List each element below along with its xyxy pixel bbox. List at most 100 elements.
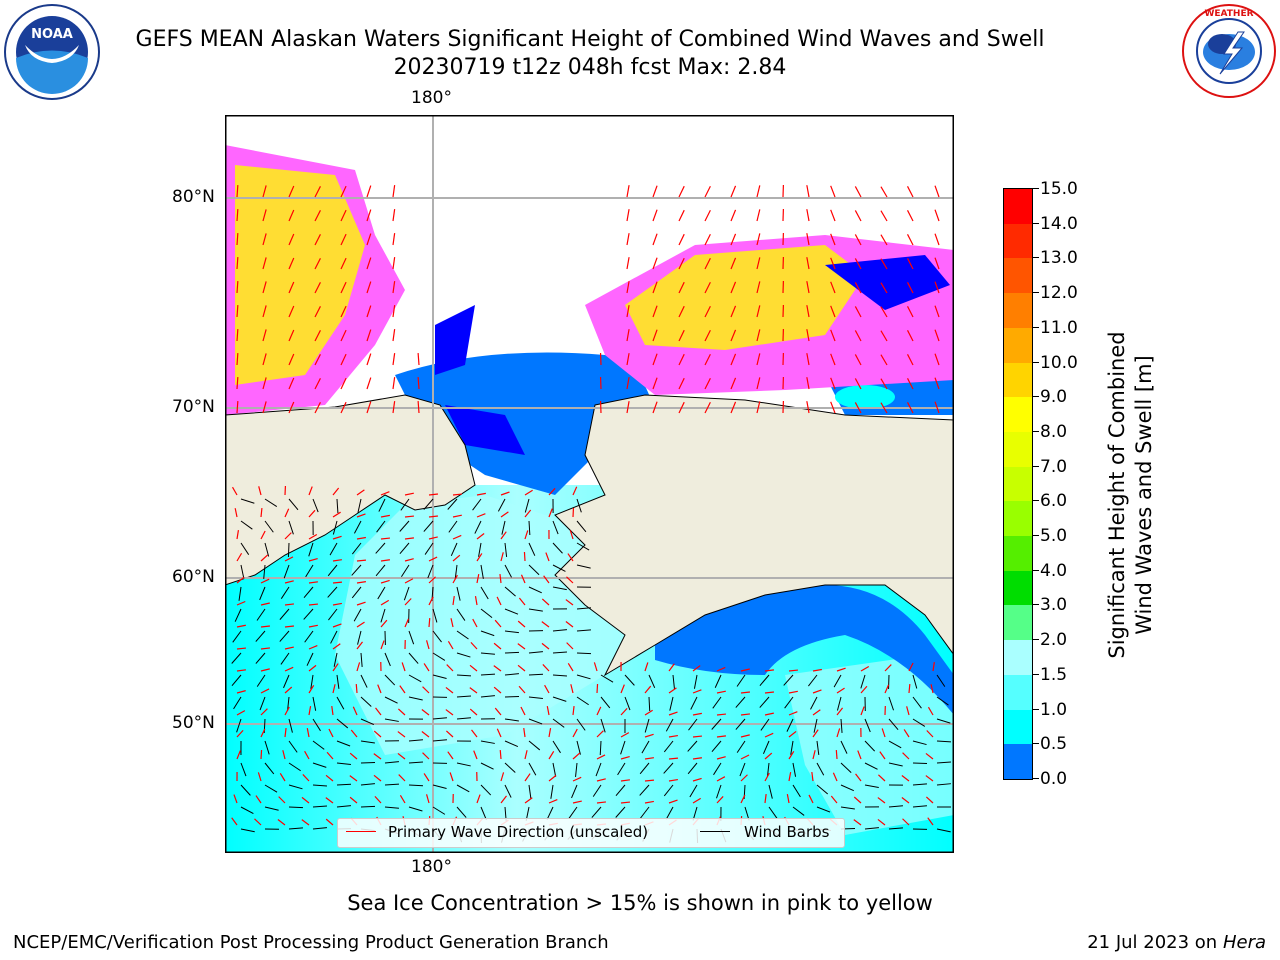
wave-direction-arrow	[288, 401, 295, 414]
wave-direction-arrow	[356, 641, 363, 650]
wind-barb	[480, 564, 484, 579]
wave-direction-arrow	[314, 258, 321, 270]
wave-direction-arrow	[447, 640, 454, 650]
wind-barb	[600, 674, 614, 683]
wave-direction-arrow	[314, 306, 321, 318]
chart-title: GEFS MEAN Alaskan Waters Significant Hei…	[135, 27, 1045, 52]
wave-direction-arrow	[399, 794, 406, 804]
wave-direction-arrow	[570, 684, 574, 694]
wind-barb	[336, 696, 345, 710]
wave-direction-arrow	[517, 664, 526, 672]
wind-barb	[283, 564, 290, 579]
wave-direction-arrow	[812, 750, 816, 760]
wind-barb	[762, 740, 770, 755]
wave-direction-arrow	[236, 256, 239, 270]
wind-barb	[864, 762, 878, 770]
wind-barb	[399, 520, 410, 532]
wave-direction-arrow	[880, 378, 888, 390]
wind-barb	[713, 762, 722, 776]
wave-direction-arrow	[620, 684, 625, 694]
wind-barb	[264, 542, 270, 557]
wave-direction-arrow	[692, 797, 702, 804]
wave-direction-arrow	[788, 690, 798, 694]
wind-barb	[432, 784, 447, 789]
wind-barb	[864, 827, 879, 830]
wave-direction-arrow	[476, 492, 486, 496]
wave-direction-arrow	[332, 487, 340, 496]
branch-credit: NCEP/EMC/Verification Post Processing Pr…	[13, 932, 609, 953]
wave-direction-arrow	[906, 330, 914, 342]
wave-direction-arrow	[392, 185, 396, 198]
wave-direction-arrow	[260, 728, 266, 738]
wave-direction-arrow	[380, 640, 385, 650]
wave-direction-arrow	[730, 233, 737, 246]
wave-direction-arrow	[668, 757, 679, 760]
wave-direction-arrow	[373, 730, 382, 738]
wind-barb	[528, 784, 532, 799]
wave-direction-arrow	[678, 209, 685, 222]
wave-direction-arrow	[446, 664, 454, 672]
wind-barb	[384, 652, 391, 667]
wave-direction-arrow	[764, 732, 774, 738]
wave-direction-arrow	[652, 305, 658, 318]
wind-barb	[240, 806, 254, 814]
wave-direction-arrow	[340, 281, 347, 294]
wave-direction-arrow	[668, 687, 677, 694]
wave-direction-arrow	[925, 752, 934, 760]
wave-direction-arrow	[236, 400, 239, 414]
wave-direction-arrow	[906, 306, 914, 318]
wave-direction-arrow	[740, 794, 746, 804]
wind-barb	[576, 674, 591, 680]
wind-barb	[357, 498, 362, 513]
colorbar-tick: 0.5	[1032, 734, 1068, 755]
colorbar-tick: 8.0	[1032, 421, 1068, 442]
wind-barb	[888, 696, 895, 711]
wind-barb	[936, 718, 951, 724]
wave-direction-arrow	[366, 257, 372, 270]
wave-direction-legend-line	[346, 831, 376, 832]
wave-direction-arrow	[934, 329, 940, 342]
wave-direction-arrow	[756, 185, 761, 198]
wave-direction-arrow	[308, 509, 316, 518]
wind-barb	[504, 695, 520, 698]
wind-barb	[408, 674, 422, 683]
wave-direction-arrow	[254, 818, 262, 826]
wind-barb	[739, 762, 746, 777]
wind-barb	[400, 498, 410, 511]
wave-direction-arrow	[282, 750, 286, 760]
wave-direction-arrow	[626, 233, 630, 246]
wind-barb	[238, 586, 242, 601]
wind-barb	[592, 784, 602, 797]
wind-barb	[256, 674, 266, 687]
wind-barb	[232, 630, 242, 643]
wave-direction-arrow	[236, 647, 247, 650]
wave-direction-arrow	[704, 258, 711, 270]
wave-direction-arrow	[284, 532, 292, 540]
wind-barb	[400, 564, 410, 578]
wave-direction-arrow	[255, 795, 262, 804]
wave-direction-arrow	[284, 686, 293, 694]
wave-direction-arrow	[496, 596, 502, 606]
wind-barb	[504, 784, 512, 798]
wind-barb	[504, 542, 508, 557]
wind-barb	[936, 761, 951, 764]
wave-direction-arrow	[397, 752, 406, 760]
colorbar-segment	[1004, 362, 1032, 398]
wave-direction-arrow	[314, 354, 321, 366]
wave-direction-arrow	[404, 618, 410, 628]
wave-direction-arrow	[572, 486, 578, 496]
wind-barb	[432, 739, 447, 742]
wave-direction-arrow	[380, 599, 390, 606]
wave-direction-arrow	[902, 818, 910, 826]
wave-direction-arrow	[524, 509, 532, 518]
wind-barb	[330, 630, 338, 644]
wind-barb	[912, 718, 926, 727]
wind-barb	[240, 542, 250, 555]
wind-barb	[552, 651, 568, 654]
wind-barb	[639, 762, 650, 775]
wind-barb	[528, 520, 531, 536]
colorbar-segment	[1004, 397, 1032, 433]
wave-direction-arrow	[626, 329, 630, 342]
colorbar-segment	[1004, 501, 1032, 537]
wind-barb	[497, 498, 506, 512]
